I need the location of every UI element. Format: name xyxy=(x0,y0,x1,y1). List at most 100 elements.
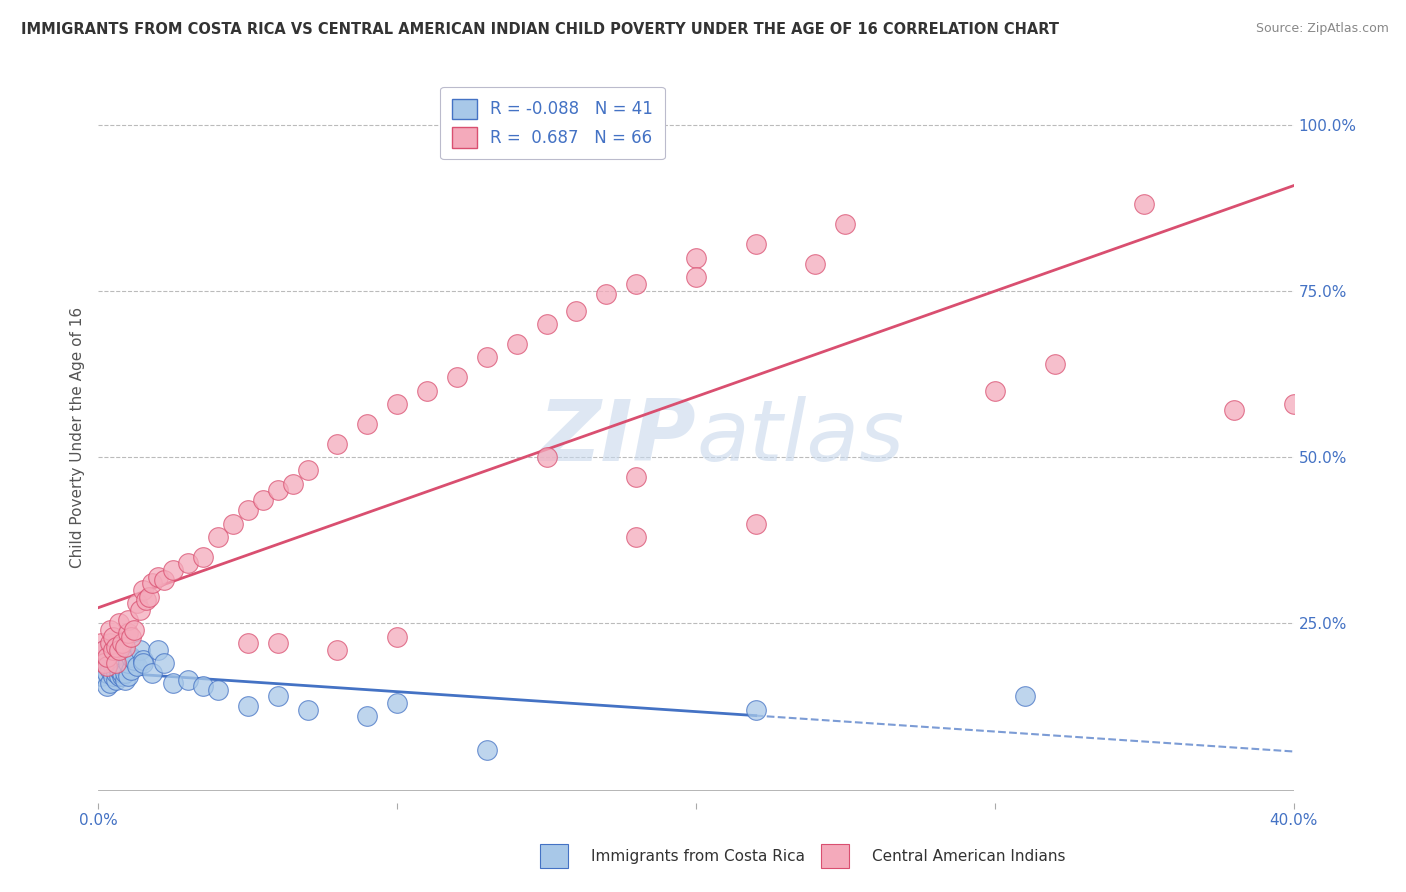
Point xyxy=(536,450,558,464)
Point xyxy=(191,680,214,694)
Point xyxy=(356,709,378,723)
Point xyxy=(267,690,290,704)
Point xyxy=(506,337,529,351)
Point xyxy=(252,493,274,508)
Point xyxy=(135,593,157,607)
Point xyxy=(103,630,125,644)
Point xyxy=(446,370,468,384)
Point xyxy=(281,476,304,491)
Point xyxy=(127,596,149,610)
Point xyxy=(297,703,319,717)
Point xyxy=(132,582,155,597)
Point xyxy=(153,573,176,587)
Point xyxy=(162,563,184,577)
Text: Immigrants from Costa Rica: Immigrants from Costa Rica xyxy=(591,849,804,863)
Point xyxy=(745,516,768,531)
Point xyxy=(626,277,648,292)
Point xyxy=(98,676,122,690)
Point xyxy=(124,653,146,667)
Point xyxy=(1133,197,1156,211)
Point xyxy=(685,270,707,285)
Point xyxy=(120,630,142,644)
Point xyxy=(98,663,122,677)
Point xyxy=(626,530,648,544)
Point xyxy=(114,673,136,687)
Point xyxy=(356,417,378,431)
Point xyxy=(191,549,214,564)
Point xyxy=(114,666,136,681)
Point xyxy=(98,623,122,637)
Point xyxy=(148,643,170,657)
Point xyxy=(103,643,125,657)
Point xyxy=(111,666,134,681)
Point xyxy=(141,666,163,681)
Point xyxy=(93,656,115,670)
Point xyxy=(236,503,259,517)
Point xyxy=(834,217,856,231)
Point xyxy=(105,673,128,687)
Point xyxy=(685,251,707,265)
Point xyxy=(108,669,131,683)
Point xyxy=(236,636,259,650)
Point xyxy=(93,656,115,670)
Point xyxy=(385,630,409,644)
Point xyxy=(90,669,112,683)
Point xyxy=(177,673,200,687)
Point xyxy=(129,603,152,617)
Point xyxy=(117,626,139,640)
Text: ZIP: ZIP xyxy=(538,395,696,479)
Point xyxy=(536,317,558,331)
Point xyxy=(98,636,122,650)
Point xyxy=(111,636,134,650)
Point xyxy=(127,659,149,673)
Point xyxy=(108,643,131,657)
Text: Central American Indians: Central American Indians xyxy=(872,849,1066,863)
Point xyxy=(385,397,409,411)
Point xyxy=(1282,397,1305,411)
Point xyxy=(475,351,498,365)
Point xyxy=(96,659,118,673)
Point xyxy=(114,640,136,654)
Y-axis label: Child Poverty Under the Age of 16: Child Poverty Under the Age of 16 xyxy=(69,307,84,567)
Point xyxy=(1043,357,1066,371)
Point xyxy=(267,483,290,498)
Point xyxy=(120,663,142,677)
Point xyxy=(1223,403,1246,417)
Point xyxy=(1014,690,1036,704)
Point xyxy=(124,623,146,637)
Point xyxy=(93,643,115,657)
Point xyxy=(129,643,152,657)
Point xyxy=(745,237,768,252)
Point xyxy=(207,530,229,544)
Point xyxy=(326,643,349,657)
Point xyxy=(111,669,134,683)
Point xyxy=(96,680,118,694)
Point xyxy=(96,666,118,681)
Point xyxy=(326,436,349,450)
Point xyxy=(595,287,617,301)
Point xyxy=(138,590,160,604)
Text: Source: ZipAtlas.com: Source: ZipAtlas.com xyxy=(1256,22,1389,36)
Point xyxy=(96,649,118,664)
Point xyxy=(105,640,128,654)
Point xyxy=(177,557,200,571)
Point xyxy=(804,257,827,271)
Point xyxy=(745,703,768,717)
Point xyxy=(626,470,648,484)
Legend: R = -0.088   N = 41, R =  0.687   N = 66: R = -0.088 N = 41, R = 0.687 N = 66 xyxy=(440,87,665,160)
Point xyxy=(565,303,588,318)
Point xyxy=(103,669,125,683)
Point xyxy=(108,616,131,631)
Point xyxy=(132,653,155,667)
Point xyxy=(141,576,163,591)
Point xyxy=(132,656,155,670)
Point xyxy=(984,384,1007,398)
Point xyxy=(297,463,319,477)
Point xyxy=(236,699,259,714)
Point xyxy=(103,659,125,673)
Point xyxy=(385,696,409,710)
Point xyxy=(90,636,112,650)
Point xyxy=(153,656,176,670)
Point xyxy=(148,570,170,584)
Point xyxy=(117,669,139,683)
